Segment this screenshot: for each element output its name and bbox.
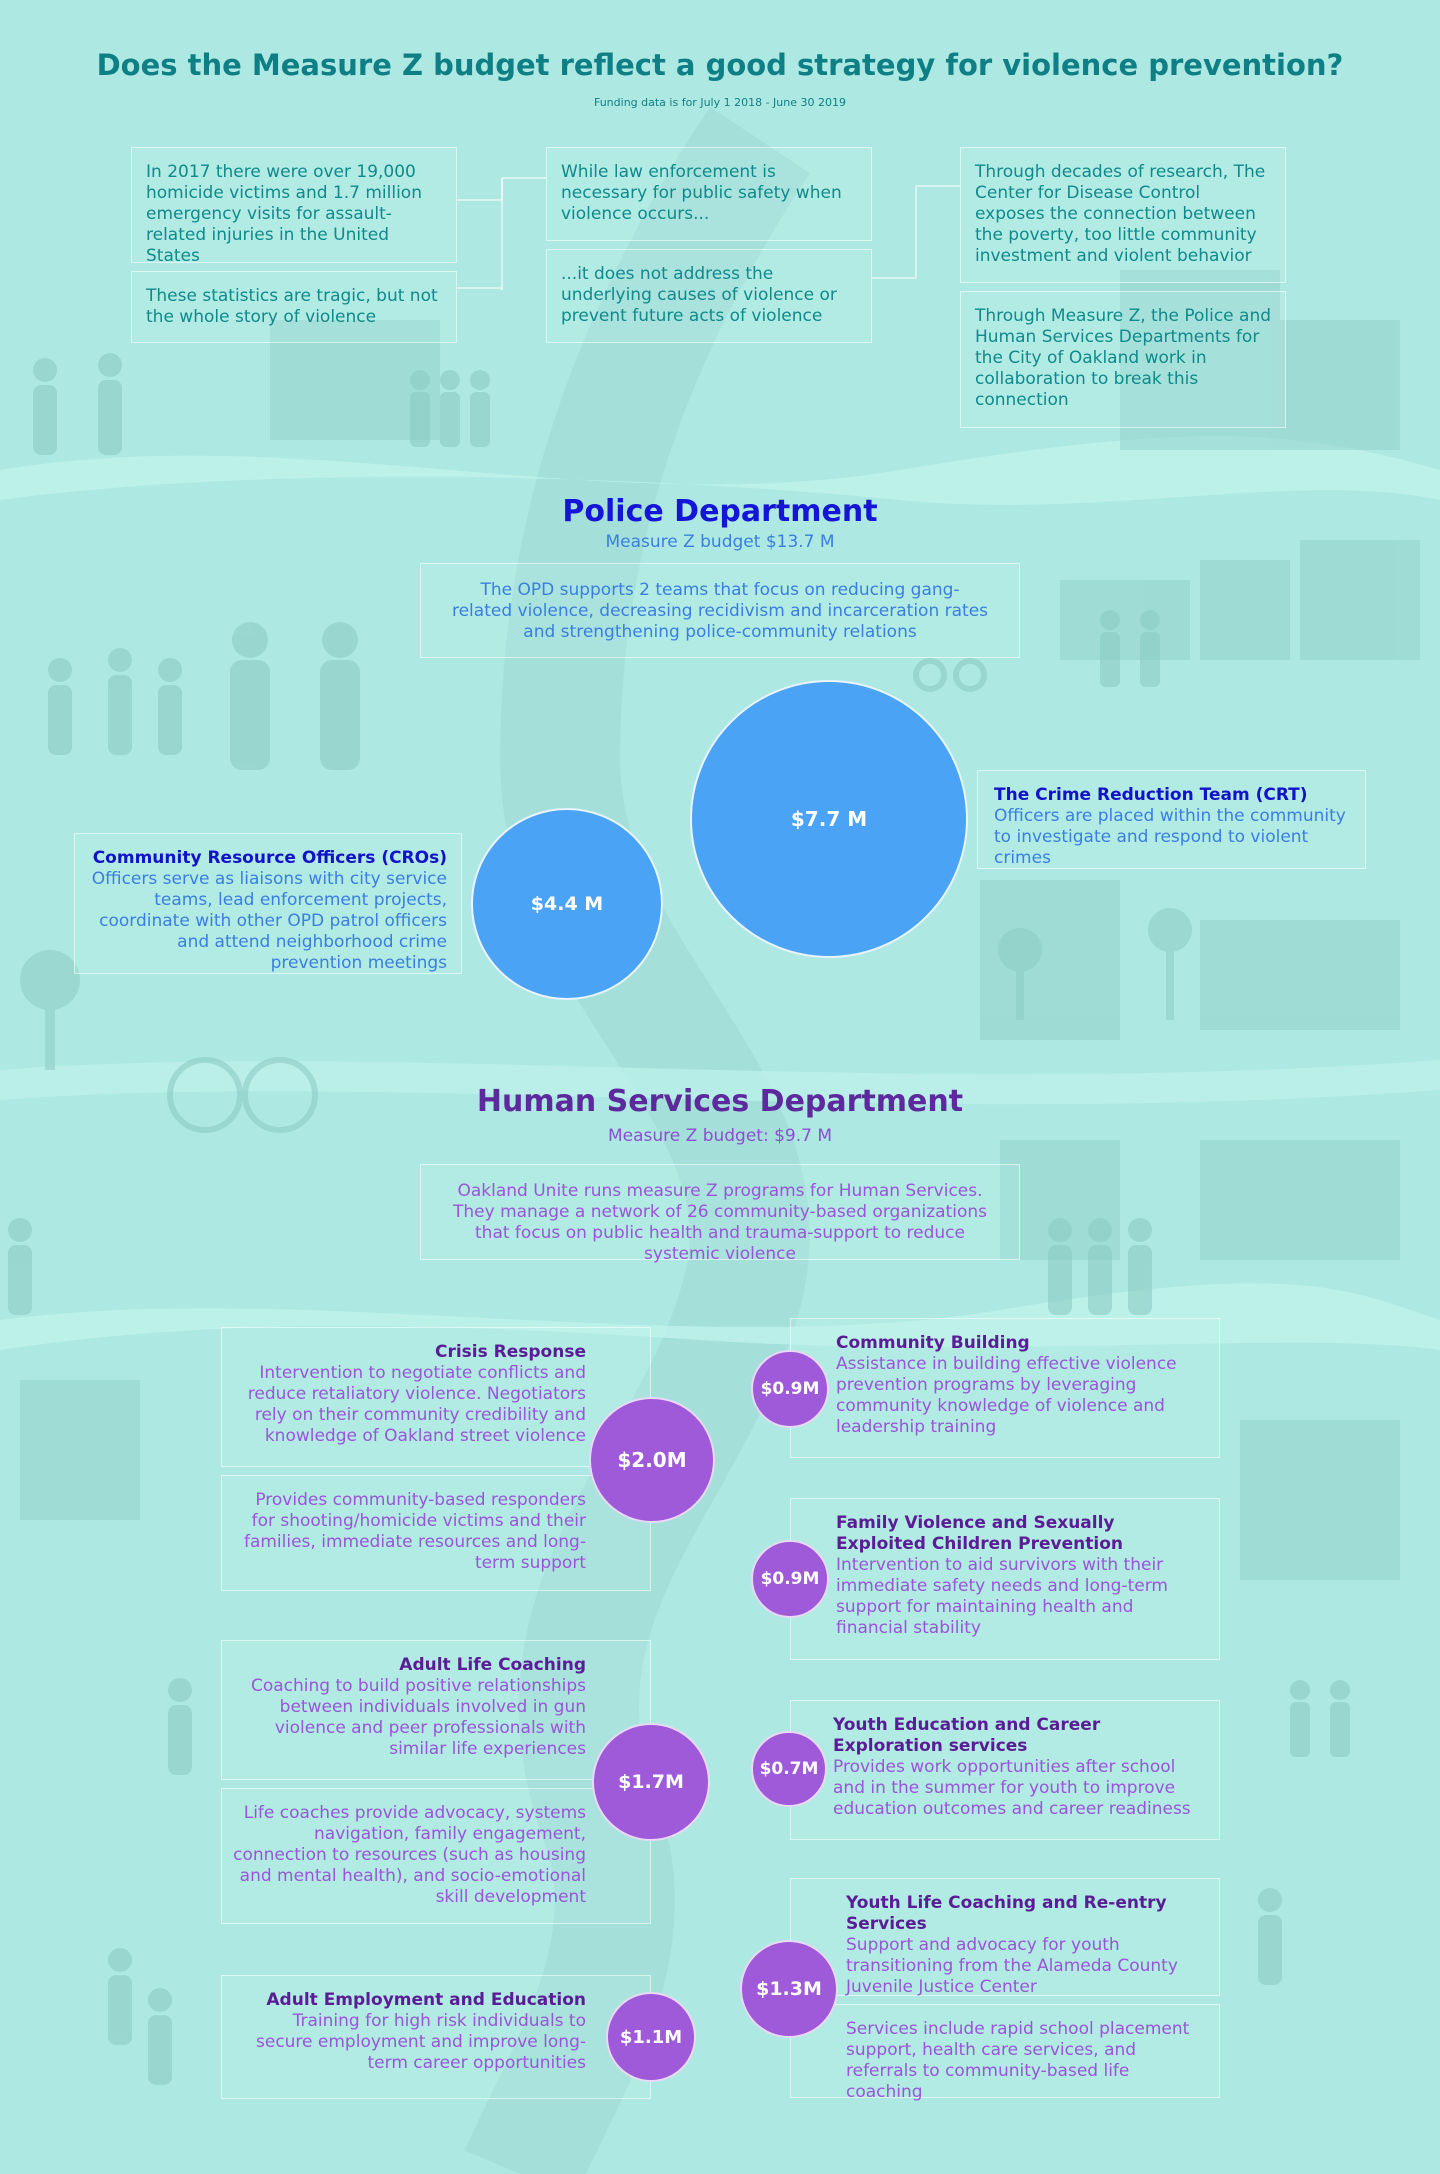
bicycle-silhouette — [167, 658, 987, 1133]
adult-life-coaching-amount: $1.7M — [618, 1771, 684, 1793]
crisis-response-box: Crisis Response Intervention to negotiat… — [221, 1327, 651, 1467]
crt-box: The Crime Reduction Team (CRT) Officers … — [977, 770, 1366, 869]
family-violence-box: Family Violence and Sexually Exploited C… — [790, 1498, 1220, 1660]
human-services-heading: Human Services Department — [476, 1084, 964, 1119]
police-description: The OPD supports 2 teams that focus on r… — [420, 563, 1020, 658]
intro-connectors — [457, 177, 960, 290]
building-silhouettes — [20, 270, 1420, 1580]
adult-employment-box: Adult Employment and Education Training … — [221, 1975, 651, 2099]
youth-education-amount: $0.7M — [759, 1759, 819, 1779]
cro-amount: $4.4 M — [530, 893, 604, 915]
community-building-title: Community Building — [836, 1333, 1030, 1353]
wave-band-1 — [0, 436, 1440, 505]
adult-employment-amount: $1.1M — [619, 2026, 683, 2048]
youth-life-coaching-box-2: Services include rapid school placement … — [790, 2004, 1220, 2102]
cro-title: Community Resource Officers (CROs) — [92, 848, 447, 868]
adult-life-coaching-title: Adult Life Coaching — [399, 1655, 586, 1675]
family-violence-amount: $0.9M — [760, 1569, 820, 1589]
human-services-budget: Measure Z budget: $9.7 M — [607, 1126, 833, 1146]
youth-education-title: Youth Education and Career Exploration s… — [833, 1715, 1101, 1756]
crisis-response-text-1: Intervention to negotiate conflicts and … — [247, 1363, 586, 1446]
youth-life-coaching-title: Youth Life Coaching and Re-entry Service… — [846, 1893, 1167, 1934]
community-building-text: Assistance in building effective violenc… — [836, 1354, 1177, 1437]
tree-silhouettes — [20, 908, 1192, 1070]
crisis-response-bubble: $2.0M — [589, 1397, 715, 1523]
youth-life-coaching-amount: $1.3M — [756, 1978, 822, 2000]
adult-employment-title: Adult Employment and Education — [266, 1990, 586, 2010]
youth-education-box: Youth Education and Career Exploration s… — [790, 1700, 1220, 1840]
crt-title: The Crime Reduction Team (CRT) — [994, 785, 1308, 805]
family-violence-bubble: $0.9M — [751, 1540, 829, 1618]
page-title: Does the Measure Z budget reflect a good… — [96, 48, 1344, 82]
adult-life-coaching-box-2: Life coaches provide advocacy, systems n… — [221, 1788, 651, 1924]
family-violence-title: Family Violence and Sexually Exploited C… — [836, 1513, 1123, 1554]
adult-employment-bubble: $1.1M — [606, 1992, 696, 2082]
wave-band-2 — [0, 1283, 1440, 1350]
wave-band-3 — [0, 1060, 1440, 1105]
youth-life-coaching-text-1: Support and advocacy for youth transitio… — [846, 1935, 1178, 1997]
youth-life-coaching-bubble: $1.3M — [740, 1940, 838, 2038]
intro-box-underlying-causes: ...it does not address the underlying ca… — [546, 249, 872, 343]
winding-road — [464, 106, 810, 2174]
family-violence-text: Intervention to aid survivors with their… — [836, 1555, 1168, 1638]
intro-box-measure-z: Through Measure Z, the Police and Human … — [960, 291, 1286, 428]
police-budget: Measure Z budget $13.7 M — [605, 532, 835, 552]
cro-text: Officers serve as liaisons with city ser… — [91, 869, 447, 973]
people-silhouettes — [8, 353, 1350, 2085]
adult-employment-text: Training for high risk individuals to se… — [256, 2011, 586, 2073]
crt-text: Officers are placed within the community… — [994, 806, 1346, 868]
crt-budget-bubble: $7.7 M — [690, 680, 968, 958]
page-subtitle: Funding data is for July 1 2018 - June 3… — [593, 96, 846, 109]
human-services-description: Oakland Unite runs measure Z programs fo… — [420, 1164, 1020, 1264]
youth-life-coaching-box: Youth Life Coaching and Re-entry Service… — [790, 1878, 1220, 1997]
intro-box-cdc-research: Through decades of research, The Center … — [960, 147, 1286, 283]
crt-amount: $7.7 M — [790, 807, 868, 831]
intro-box-law-enforcement: While law enforcement is necessary for p… — [546, 147, 872, 241]
adult-life-coaching-box: Adult Life Coaching Coaching to build po… — [221, 1640, 651, 1780]
adult-life-coaching-bubble: $1.7M — [592, 1723, 710, 1841]
cro-budget-bubble: $4.4 M — [471, 808, 663, 1000]
community-building-bubble: $0.9M — [751, 1350, 829, 1428]
crisis-response-title: Crisis Response — [434, 1342, 586, 1362]
intro-box-statistics: In 2017 there were over 19,000 homicide … — [131, 147, 457, 266]
intro-box-tragic: These statistics are tragic, but not the… — [131, 271, 457, 343]
adult-life-coaching-text-1: Coaching to build positive relationships… — [250, 1676, 586, 1759]
youth-education-bubble: $0.7M — [751, 1731, 827, 1807]
community-building-box: Community Building Assistance in buildin… — [790, 1318, 1220, 1458]
cro-box: Community Resource Officers (CROs) Offic… — [74, 833, 462, 974]
youth-education-text: Provides work opportunities after school… — [833, 1757, 1191, 1819]
community-building-amount: $0.9M — [760, 1379, 820, 1399]
crisis-response-amount: $2.0M — [617, 1448, 687, 1472]
crisis-response-box-2: Provides community-based responders for … — [221, 1475, 651, 1591]
police-department-heading: Police Department — [562, 494, 878, 529]
